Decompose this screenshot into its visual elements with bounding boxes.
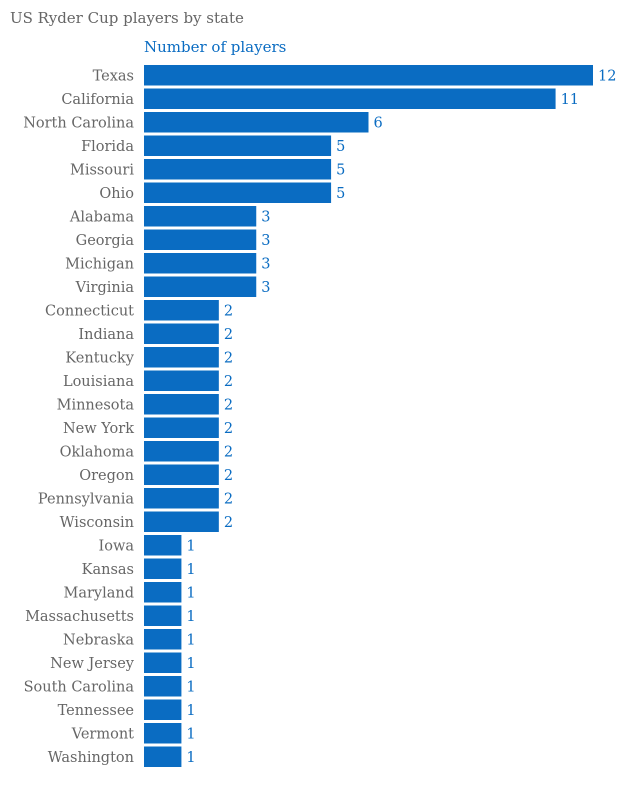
bar-maryland (144, 582, 182, 603)
value-label: 3 (261, 280, 270, 296)
category-label: Texas (93, 68, 134, 84)
category-label: Wisconsin (60, 515, 134, 531)
category-label: Louisiana (63, 374, 134, 390)
bar-vermont (144, 723, 182, 744)
value-label: 2 (224, 327, 233, 343)
bar-indiana (144, 323, 219, 344)
category-label: California (61, 92, 134, 108)
category-label: Kansas (82, 562, 134, 578)
chart-title: US Ryder Cup players by state (10, 9, 244, 27)
value-label: 2 (224, 491, 233, 507)
value-label: 11 (561, 92, 579, 108)
bar-minnesota (144, 394, 219, 415)
bar-nebraska (144, 629, 182, 650)
value-label: 1 (186, 679, 195, 695)
value-label: 1 (186, 585, 195, 601)
category-label: Florida (81, 139, 134, 155)
bar-michigan (144, 253, 257, 274)
bar-new-jersey (144, 652, 182, 673)
value-label: 1 (186, 726, 195, 742)
category-label: Connecticut (45, 303, 134, 319)
value-label: 1 (186, 632, 195, 648)
chart-subtitle: Number of players (144, 38, 287, 56)
bar-washington (144, 746, 182, 767)
bar-massachusetts (144, 605, 182, 626)
bar-north-carolina (144, 112, 369, 133)
category-label: Michigan (65, 256, 134, 272)
value-label: 2 (224, 350, 233, 366)
category-label: Indiana (78, 327, 134, 343)
category-label: New York (63, 421, 134, 437)
value-label: 1 (186, 656, 195, 672)
bar-wisconsin (144, 511, 219, 532)
value-label: 12 (598, 68, 616, 84)
category-label: Georgia (76, 233, 135, 249)
value-label: 1 (186, 609, 195, 625)
category-label: Virginia (75, 280, 135, 296)
bar-connecticut (144, 300, 219, 321)
bar-south-carolina (144, 676, 182, 697)
value-label: 5 (336, 162, 345, 178)
bar-kansas (144, 558, 182, 579)
value-label: 2 (224, 374, 233, 390)
category-label: Missouri (70, 162, 134, 178)
bar-virginia (144, 276, 257, 297)
category-label: Oklahoma (60, 444, 135, 460)
category-label: Pennsylvania (38, 491, 134, 507)
category-label: Tennessee (58, 703, 134, 719)
category-label: New Jersey (50, 656, 135, 672)
value-label: 2 (224, 303, 233, 319)
bar-ohio (144, 182, 332, 203)
value-label: 1 (186, 750, 195, 766)
bar-new-york (144, 417, 219, 438)
bar-texas (144, 65, 593, 86)
bar-oklahoma (144, 441, 219, 462)
value-label: 2 (224, 444, 233, 460)
bar-oregon (144, 464, 219, 485)
value-label: 2 (224, 468, 233, 484)
value-label: 2 (224, 421, 233, 437)
category-label: Maryland (63, 585, 134, 601)
category-label: Washington (48, 750, 134, 766)
value-label: 1 (186, 562, 195, 578)
value-label: 6 (374, 115, 383, 131)
value-label: 5 (336, 186, 345, 202)
bar-georgia (144, 229, 257, 250)
bar-kentucky (144, 347, 219, 368)
value-label: 5 (336, 139, 345, 155)
value-label: 1 (186, 703, 195, 719)
category-label: Iowa (98, 538, 134, 554)
value-label: 2 (224, 397, 233, 413)
bar-iowa (144, 535, 182, 556)
category-label: Kentucky (65, 350, 134, 366)
category-label: Oregon (79, 468, 134, 484)
value-label: 3 (261, 209, 270, 225)
category-label: South Carolina (24, 679, 135, 695)
category-label: Vermont (71, 726, 134, 742)
category-label: Alabama (69, 209, 134, 225)
category-label: Massachusetts (25, 609, 134, 625)
value-label: 2 (224, 515, 233, 531)
value-label: 3 (261, 233, 270, 249)
category-label: Ohio (99, 186, 134, 202)
bar-tennessee (144, 699, 182, 720)
bar-florida (144, 135, 332, 156)
bar-louisiana (144, 370, 219, 391)
category-label: North Carolina (23, 115, 134, 131)
bar-missouri (144, 159, 332, 180)
bar-california (144, 88, 556, 109)
bar-alabama (144, 206, 257, 227)
category-label: Minnesota (57, 397, 135, 413)
category-label: Nebraska (63, 632, 134, 648)
value-label: 3 (261, 256, 270, 272)
value-label: 1 (186, 538, 195, 554)
bar-pennsylvania (144, 488, 219, 509)
